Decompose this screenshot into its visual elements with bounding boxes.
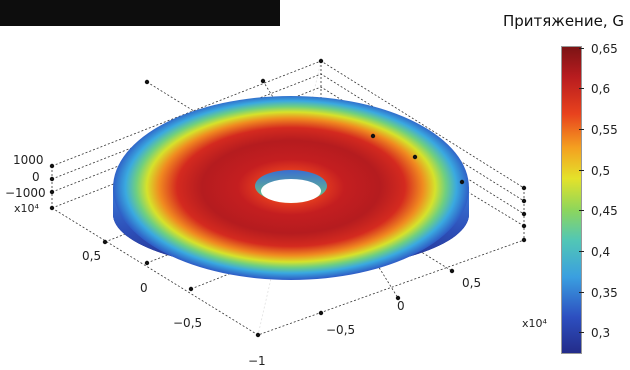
colorbar-tick-label: 0,6 <box>591 82 611 96</box>
colorbar-tick-label: 0,4 <box>591 245 611 259</box>
torus <box>113 96 469 280</box>
y-tick-label: −0,5 <box>173 316 203 330</box>
y-tick-label: −1 <box>248 354 266 368</box>
colorbar-tick <box>579 88 584 89</box>
colorbar-tick <box>579 292 584 293</box>
header-bar <box>0 0 280 26</box>
x-tick-label: 0 <box>397 299 405 313</box>
z-tick-label: 1000 <box>13 153 44 167</box>
colorbar-tick <box>579 48 584 49</box>
z-exponent-label: x10⁴ <box>14 202 39 215</box>
colorbar-tick-label: 0,65 <box>591 42 618 56</box>
colorbar-tick <box>579 251 584 252</box>
colorbar-tick <box>579 129 584 130</box>
colorbar-tick-label: 0,35 <box>591 286 618 300</box>
y-tick-label: 0,5 <box>82 249 102 263</box>
colorbar-tick <box>579 332 584 333</box>
x-tick-label: 0,5 <box>462 276 482 290</box>
colorbar <box>561 46 582 354</box>
colorbar-tick-label: 0,55 <box>591 123 618 137</box>
z-tick-label: −1000 <box>5 186 46 200</box>
y-tick-label: 0 <box>140 281 148 295</box>
colorbar-tick <box>579 210 584 211</box>
x-tick-label: −0,5 <box>326 323 356 337</box>
colorbar-fill <box>561 46 582 354</box>
chart-title: Притяжение, G <box>503 12 624 30</box>
z-tick-label: 0 <box>32 170 40 184</box>
colorbar-exponent-label: x10⁴ <box>522 317 547 330</box>
colorbar-tick-label: 0,45 <box>591 204 618 218</box>
colorbar-tick-label: 0,3 <box>591 326 611 340</box>
colorbar-tick-label: 0,5 <box>591 164 611 178</box>
colorbar-tick <box>579 170 584 171</box>
axis-markers <box>49 58 527 338</box>
